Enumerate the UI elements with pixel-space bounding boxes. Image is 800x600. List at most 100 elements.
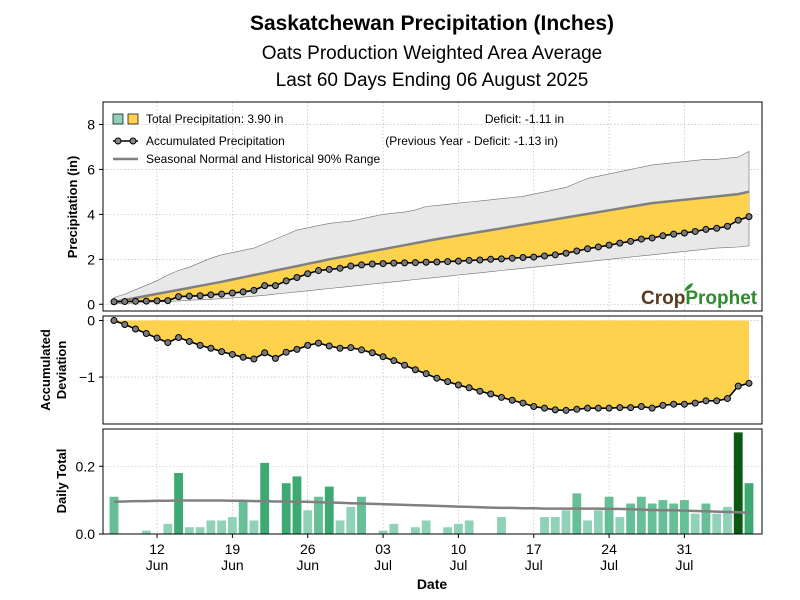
deviation-point: [347, 344, 355, 352]
accum-point: [584, 245, 592, 253]
deviation-point: [218, 348, 226, 356]
accum-point: [218, 290, 226, 298]
deviation-point: [153, 334, 161, 342]
accum-point: [271, 282, 279, 290]
deviation-point: [691, 399, 699, 407]
deviation-point: [142, 330, 150, 338]
deviation-point: [411, 366, 419, 374]
daily-bar: [184, 527, 194, 534]
daily-bar: [733, 432, 743, 534]
accum-point: [670, 230, 678, 238]
daily-bar: [712, 513, 722, 534]
deviation-point: [110, 317, 118, 325]
deviation-point: [282, 348, 290, 356]
daily-bar: [744, 483, 754, 534]
deviation-point: [228, 350, 236, 358]
deviation-point: [637, 402, 645, 410]
historical-range-area: [113, 150, 750, 305]
deviation-point: [551, 406, 559, 414]
deviation-panel-frame: [102, 315, 763, 425]
daily-bar: [238, 500, 248, 534]
deviation-point: [379, 353, 387, 361]
deviation-point: [508, 396, 516, 404]
daily-bar: [626, 503, 636, 534]
accum-point: [422, 258, 430, 266]
cropprophet-logo: CropProphet: [641, 283, 758, 309]
deviation-point: [659, 401, 667, 409]
daily-bar: [615, 517, 625, 534]
x-tick-month: Jul: [525, 557, 543, 573]
y-tick-label: 0.2: [76, 458, 96, 474]
legend-bar-swatch-green: [112, 113, 124, 125]
accum-point: [110, 298, 118, 306]
daily-bar: [292, 476, 302, 534]
daily-bar: [636, 496, 646, 534]
daily-bar: [572, 493, 582, 534]
daily-bar: [647, 503, 657, 534]
x-tick-day: 03: [375, 541, 391, 557]
accum-point: [228, 289, 236, 297]
deviation-point: [723, 395, 731, 403]
deviation-point: [616, 404, 624, 412]
deviation-point: [239, 353, 247, 361]
accum-point: [497, 255, 505, 263]
daily-bar: [324, 486, 334, 534]
deviation-point: [584, 404, 592, 412]
accum-point: [465, 256, 473, 264]
accum-point: [454, 257, 462, 265]
deviation-point: [627, 404, 635, 412]
deviation-point: [250, 355, 258, 363]
accum-point: [325, 265, 333, 273]
x-tick-month: Jul: [600, 557, 618, 573]
daily-bar: [669, 503, 679, 534]
accum-point: [659, 232, 667, 240]
logo-text: CropProphet: [641, 288, 758, 309]
deviation-point: [336, 344, 344, 352]
deviation-point: [314, 339, 322, 347]
x-tick-day: 26: [300, 541, 316, 557]
legend-deficit: Deficit: -1.11 in: [485, 112, 564, 126]
accum-point: [745, 213, 753, 221]
y-tick-label: 4: [87, 206, 95, 222]
deviation-point: [648, 404, 656, 412]
daily-bar: [346, 506, 356, 534]
precipitation-panel-frame: [102, 101, 763, 312]
daily-bar: [174, 473, 183, 534]
deviation-point: [476, 387, 484, 395]
deviation-point: [121, 320, 129, 328]
chart-date-range: Last 60 Days Ending 06 August 2025: [276, 70, 589, 91]
accum-point: [175, 293, 183, 301]
deviation-y-label: Accumulated Deviation: [38, 329, 69, 411]
deviation-point: [670, 400, 678, 408]
x-tick-month: Jun: [296, 557, 319, 573]
precipitation-y-ticks: 0 2 4 6 8: [87, 116, 103, 312]
accum-point: [637, 235, 645, 243]
accum-point: [519, 254, 527, 262]
accum-point: [541, 252, 549, 260]
accum-point: [713, 224, 721, 232]
accum-point: [476, 256, 484, 264]
seasonal-normal-line: [113, 190, 750, 304]
daily-bar: [453, 523, 463, 534]
deviation-point: [702, 397, 710, 405]
accum-point: [207, 291, 215, 299]
accum-point: [368, 260, 376, 268]
deviation-point: [185, 337, 193, 345]
accumulated-deficit-fill: [114, 191, 749, 302]
daily-bar: [497, 517, 506, 534]
deviation-point: [207, 344, 215, 352]
legend-fill-swatch-yellow: [127, 113, 139, 125]
accum-point: [132, 297, 140, 305]
daily-bar: [550, 517, 560, 534]
legend-seasonal: Seasonal Normal and Historical 90% Range: [146, 152, 380, 166]
legend-previous-year: (Previous Year - Deficit: -1.13 in): [385, 134, 558, 148]
accum-point: [573, 247, 581, 255]
daily-bars: [109, 432, 754, 534]
accum-point: [401, 259, 409, 267]
x-tick-month: Jul: [374, 557, 392, 573]
y-tick-label: 6: [87, 161, 95, 177]
accum-point: [185, 292, 193, 300]
daily-bar: [281, 483, 291, 534]
deviation-point: [594, 404, 602, 412]
